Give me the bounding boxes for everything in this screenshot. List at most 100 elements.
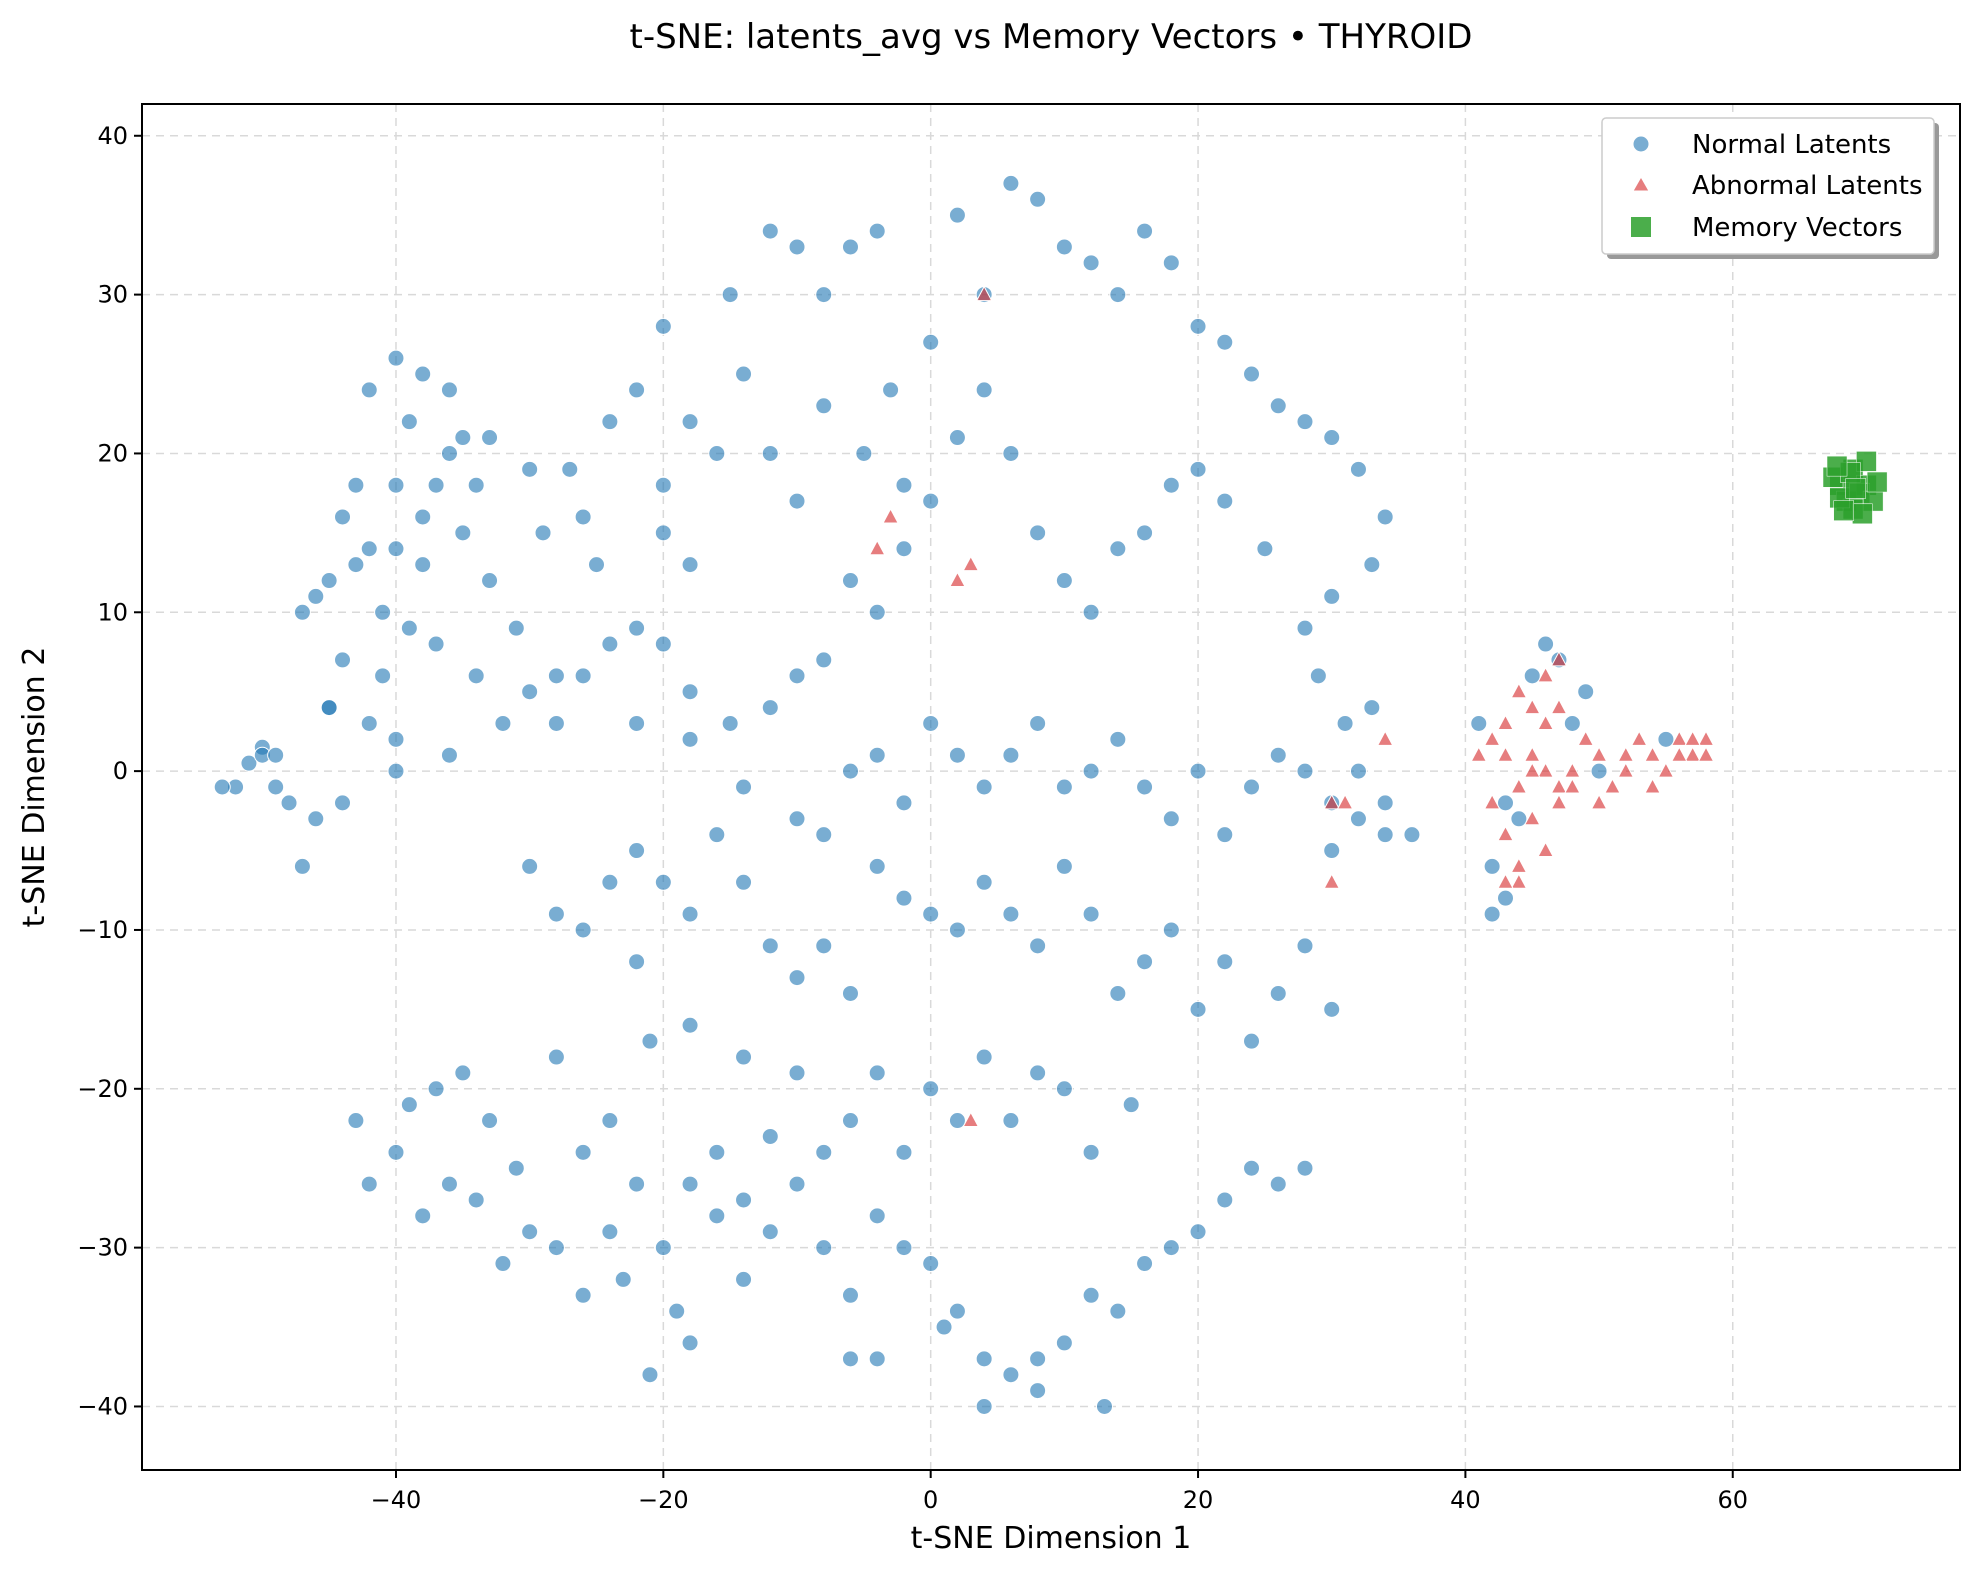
y-tick-label: 30	[97, 281, 128, 309]
abnormal-latent-point	[1564, 762, 1581, 778]
normal-latent-point	[414, 365, 432, 383]
abnormal-latent-point	[1670, 746, 1688, 762]
normal-latent-point	[948, 206, 966, 224]
normal-latent-point	[1162, 254, 1180, 272]
normal-latent-point	[868, 746, 886, 764]
normal-latent-point	[454, 429, 472, 447]
normal-latent-point	[735, 1191, 753, 1209]
normal-latent-point	[882, 381, 900, 399]
normal-latent-point	[975, 381, 993, 399]
normal-latent-point	[1002, 905, 1020, 923]
abnormal-latent-point	[962, 555, 980, 572]
x-tick-label: 0	[923, 1486, 938, 1514]
normal-latent-point	[1363, 556, 1381, 574]
normal-latent-point	[1055, 857, 1073, 875]
normal-latent-point	[948, 921, 966, 939]
abnormal-latent-point	[1550, 793, 1568, 810]
x-tick-label: 20	[1183, 1486, 1214, 1514]
normal-latent-point	[895, 1143, 913, 1161]
normal-latent-point	[1216, 492, 1234, 510]
normal-latent-point	[1269, 984, 1287, 1002]
abnormal-latent-point	[1483, 793, 1501, 810]
abnormal-latent-point	[975, 285, 993, 302]
normal-latent-point	[841, 238, 859, 256]
normal-latent-point	[1136, 524, 1154, 542]
normal-latent-point	[1376, 826, 1394, 844]
normal-latent-point	[1002, 444, 1020, 462]
normal-latent-point	[1002, 1366, 1020, 1384]
abnormal-latent-point	[1323, 793, 1341, 810]
abnormal-latent-point	[1537, 841, 1554, 858]
normal-latent-point	[547, 1239, 565, 1257]
normal-latent-point	[588, 556, 605, 574]
memory-vector-point	[1826, 455, 1848, 477]
normal-latent-point	[1349, 810, 1367, 828]
normal-latent-point	[1082, 254, 1100, 272]
normal-latent-point	[440, 444, 458, 462]
normal-latent-point	[601, 873, 619, 891]
normal-latent-point	[387, 762, 405, 780]
normal-latent-point	[1109, 286, 1127, 304]
normal-latent-point	[1243, 365, 1261, 383]
abnormal-latent-point	[882, 507, 899, 524]
normal-latent-point	[815, 826, 833, 844]
normal-latent-point	[293, 603, 311, 621]
normal-latent-point	[815, 397, 833, 415]
normal-latent-point	[1109, 1302, 1127, 1320]
abnormal-latent-point	[1644, 746, 1661, 762]
normal-latent-point	[841, 572, 859, 590]
normal-latent-point	[1082, 1143, 1100, 1161]
normal-latent-point	[922, 905, 940, 923]
normal-latent-point	[307, 810, 325, 828]
abnormal-latent-point	[1550, 777, 1568, 794]
x-axis-label: t-SNE Dimension 1	[911, 1521, 1192, 1556]
normal-latent-point	[681, 413, 699, 431]
normal-latent-point	[895, 1239, 913, 1257]
normal-latent-point	[240, 754, 258, 772]
normal-latent-point	[841, 762, 859, 780]
abnormal-latent-point	[1670, 730, 1688, 746]
normal-latent-point	[387, 540, 405, 558]
normal-latent-point	[1510, 810, 1528, 828]
normal-latent-point	[334, 794, 352, 812]
normal-latent-point	[1296, 762, 1314, 780]
abnormal-latent-point	[1684, 730, 1701, 746]
normal-latent-point	[935, 1318, 953, 1336]
normal-latent-point	[868, 1350, 886, 1368]
normal-latent-point	[387, 349, 405, 367]
abnormal-latent-point	[1497, 746, 1514, 762]
legend-marker-memory	[1631, 217, 1651, 237]
normal-latent-point	[895, 794, 913, 812]
normal-latent-point	[761, 1127, 779, 1145]
normal-latent-point	[654, 873, 672, 891]
normal-latent-point	[1029, 190, 1047, 208]
normal-latent-point	[708, 826, 726, 844]
axis-ticks: −40 −20 0 20 40 60 −40 −30 −20 −10 0 10 20 30 40	[77, 122, 1748, 1514]
normal-latent-point	[347, 476, 365, 494]
normal-latent-point	[414, 556, 432, 574]
normal-latent-point	[481, 1112, 499, 1130]
y-tick-label: −10	[77, 916, 128, 944]
normal-latent-point	[280, 794, 298, 812]
normal-latent-point	[815, 937, 833, 955]
normal-latent-point	[654, 635, 672, 653]
x-tick-label: 60	[1717, 1486, 1748, 1514]
normal-latent-point	[320, 572, 338, 590]
normal-latent-point	[1216, 333, 1234, 351]
normal-latent-point	[1243, 1159, 1261, 1177]
normal-latent-point	[681, 556, 699, 574]
normal-latent-point	[628, 842, 646, 860]
normal-latent-point	[374, 603, 392, 621]
normal-latent-point	[1323, 1000, 1341, 1018]
normal-latent-point	[267, 746, 285, 764]
normal-latent-point	[868, 1064, 886, 1082]
normal-latent-point	[868, 1207, 886, 1225]
normal-latent-point	[735, 778, 753, 796]
normal-latent-point	[521, 460, 539, 478]
abnormal-latent-point	[1697, 746, 1715, 762]
normal-latent-point	[574, 508, 592, 526]
normal-latent-point	[1216, 826, 1234, 844]
normal-latent-point	[1082, 905, 1100, 923]
normal-latent-point	[654, 476, 672, 494]
abnormal-latent-point	[1604, 777, 1621, 794]
